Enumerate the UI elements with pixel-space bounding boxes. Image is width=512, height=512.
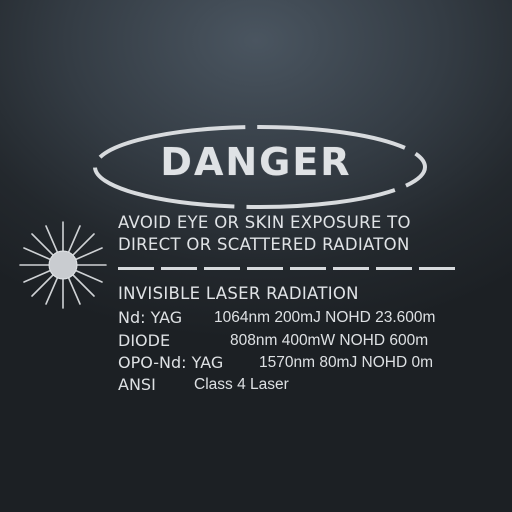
radiation-type: INVISIBLE LASER RADIATION (118, 284, 359, 303)
spec-row: OPO-Nd: YAG 1570nm 80mJ NOHD 0m (118, 353, 508, 375)
spec-row: DIODE 808nm 400mW NOHD 600m (118, 331, 508, 353)
spec-label: DIODE (118, 331, 171, 350)
spec-value: 1064nm 200mJ NOHD 23.600m (214, 309, 436, 326)
danger-title: DANGER (160, 140, 352, 184)
spec-value: 1570nm 80mJ NOHD 0m (259, 354, 434, 371)
divider-dashes (118, 267, 462, 273)
spec-label: OPO-Nd: YAG (118, 353, 224, 372)
oval-frame-icon (93, 125, 427, 209)
warning-line-2: DIRECT OR SCATTERED RADIATON (118, 235, 410, 254)
laser-starburst-icon (19, 221, 107, 309)
spec-row: ANSI Class 4 Laser (118, 375, 508, 397)
spec-value: Class 4 Laser (194, 376, 289, 393)
spec-row: Nd: YAG 1064nm 200mJ NOHD 23.600m (118, 308, 508, 330)
spec-label: ANSI (118, 375, 156, 394)
spec-value: 808nm 400mW NOHD 600m (230, 332, 429, 349)
spec-label: Nd: YAG (118, 308, 183, 327)
warning-line-1: AVOID EYE OR SKIN EXPOSURE TO (118, 213, 411, 232)
